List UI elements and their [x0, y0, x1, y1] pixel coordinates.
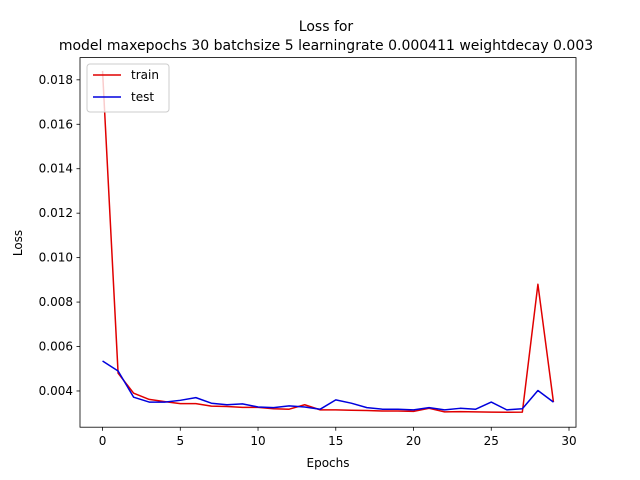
chart-title-line-2: model maxepochs 30 batchsize 5 learningr…: [59, 38, 593, 54]
legend-label-test: test: [131, 90, 154, 104]
legend-label-train: train: [131, 68, 159, 82]
y-tick-label: 0.014: [39, 162, 73, 176]
x-tick-label: 20: [406, 434, 421, 448]
legend-box: [86, 63, 170, 113]
y-tick-label: 0.004: [39, 384, 73, 398]
x-axis: 0 5 10 15 20 25 30: [99, 427, 577, 448]
y-tick-label: 0.016: [39, 117, 73, 131]
x-tick-label: 30: [561, 434, 576, 448]
y-tick-label: 0.010: [39, 251, 73, 265]
plot-frame: [79, 57, 577, 428]
x-tick-label: 0: [99, 434, 107, 448]
x-tick-label: 15: [328, 434, 343, 448]
x-tick-label: 25: [484, 434, 499, 448]
x-tick-label: 10: [250, 434, 265, 448]
y-tick-label: 0.006: [39, 340, 73, 354]
series-line-test: [102, 360, 554, 411]
x-tick-label: 5: [176, 434, 184, 448]
x-axis-label: Epochs: [307, 456, 350, 470]
legend: train test: [86, 63, 170, 113]
chart-title-line-1: Loss for: [299, 19, 354, 35]
y-axis: 0.004 0.006 0.008 0.010 0.012 0.014 0.016 0.018: [39, 73, 80, 398]
series-line-train: [101, 70, 555, 414]
y-axis-label: Loss: [11, 230, 25, 256]
y-tick-label: 0.018: [39, 73, 73, 87]
y-tick-label: 0.008: [39, 295, 73, 309]
plot-area: [101, 70, 555, 414]
y-tick-label: 0.012: [39, 206, 73, 220]
